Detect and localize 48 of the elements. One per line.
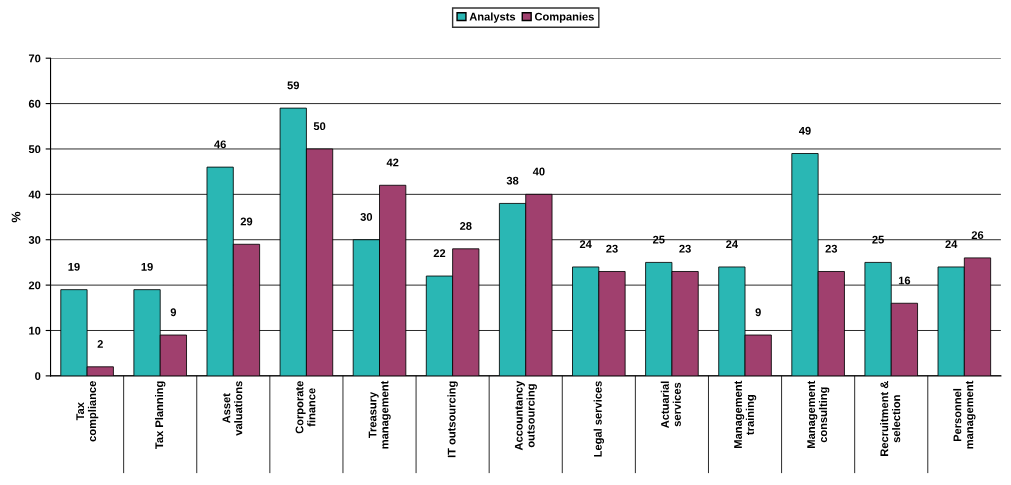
y-tick-label: 10	[29, 326, 41, 335]
data-label: 46	[214, 140, 226, 149]
data-label: 42	[386, 158, 399, 167]
data-label: 19	[141, 262, 153, 271]
data-label: 29	[240, 217, 253, 226]
x-tick-label: Recruitment & selection	[880, 381, 901, 456]
data-label: 59	[287, 81, 300, 90]
x-tick-label: Corporate finance	[295, 381, 316, 434]
data-label: 26	[971, 231, 984, 240]
data-label: 24	[945, 240, 958, 248]
x-tick-label: Asset valuations	[222, 381, 243, 436]
data-label: 24	[579, 240, 592, 248]
legend-label: Analysts	[469, 12, 516, 23]
x-tick-label: IT outsourcing	[447, 381, 458, 458]
x-tick-label: Treasury management	[368, 380, 391, 449]
data-label: 9	[755, 308, 761, 317]
x-tick-label: Management training	[734, 380, 757, 448]
data-label: 2	[97, 340, 103, 348]
x-tick-label: Personnel management	[953, 380, 976, 449]
data-label: 30	[360, 213, 373, 221]
data-label: 22	[433, 249, 446, 258]
y-tick-label: 30	[28, 236, 41, 244]
y-tick-label: 70	[28, 54, 41, 63]
data-label: 23	[679, 244, 691, 253]
y-tick-label: 50	[28, 145, 41, 154]
y-tick-label: 40	[28, 190, 41, 199]
data-label: 40	[532, 167, 545, 176]
legend-label: Companies	[534, 12, 594, 23]
x-tick-label: Legal services	[593, 381, 605, 457]
data-label: 23	[825, 244, 838, 253]
data-label: 23	[606, 244, 618, 253]
y-axis-title: %	[11, 211, 21, 223]
x-tick-label: Actuarial services	[660, 381, 681, 429]
y-tick-label: 20	[28, 281, 41, 290]
data-label: 24	[726, 240, 738, 248]
y-tick-label: 60	[28, 99, 41, 108]
data-label: 28	[459, 222, 472, 230]
data-label: 19	[68, 262, 80, 271]
data-label: 50	[313, 122, 326, 131]
data-label: 38	[506, 176, 519, 185]
x-tick-label: Tax Planning	[155, 381, 166, 449]
data-label: 16	[898, 276, 911, 285]
data-label: 9	[170, 308, 177, 317]
x-tick-label: Management consulting	[807, 380, 830, 448]
y-tick-label: 0	[35, 372, 41, 381]
x-tick-label: Tax compliance	[76, 381, 99, 442]
x-tick-label: Accountancy outsourcing	[514, 380, 537, 451]
data-label: 49	[798, 126, 811, 135]
